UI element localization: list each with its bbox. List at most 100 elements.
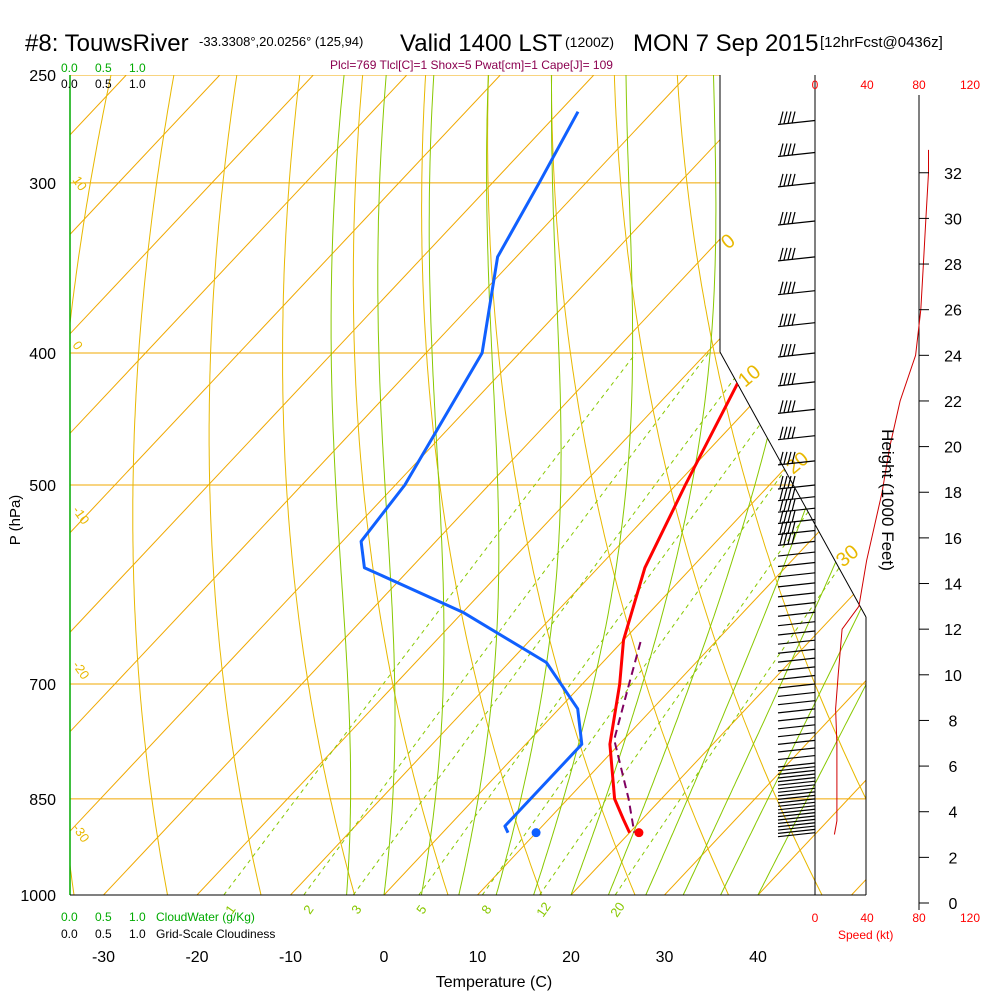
wind-barb	[777, 666, 816, 672]
wind-barb	[777, 540, 816, 546]
top-cloudwater-tick: 1.0	[129, 61, 146, 75]
wind-barb	[777, 801, 816, 807]
wind-barb-flag	[783, 426, 788, 439]
dry-adiabat-line	[421, 75, 542, 895]
height-axis-title: Height (1000 Feet)	[878, 429, 897, 571]
wind-barb	[777, 582, 816, 588]
wind-barb	[777, 518, 816, 525]
height-tick-label: 12	[944, 622, 962, 639]
wind-barb	[777, 805, 816, 811]
wind-barb-flag	[791, 400, 796, 413]
wind-barb-flag	[779, 426, 784, 439]
wind-barb-flag	[791, 487, 796, 500]
speed-tick-bottom: 120	[960, 911, 980, 925]
wind-barb-flag	[779, 313, 784, 326]
wind-barb	[777, 496, 816, 502]
height-tick-label: 8	[949, 713, 958, 730]
wind-barb	[777, 784, 816, 790]
bottom-cloudwater-tick: 0.5	[95, 910, 112, 924]
wind-barb	[777, 572, 816, 578]
dry-adiabat-line	[550, 75, 729, 895]
wind-barb-flag	[787, 173, 792, 186]
wind-barb-flag	[787, 521, 792, 534]
wind-barb	[777, 777, 816, 783]
wind-barb-flag	[791, 372, 796, 386]
wind-barb-flag	[783, 211, 788, 225]
wind-barb-flag	[791, 521, 796, 534]
wind-barb	[777, 812, 816, 818]
wind-barb	[777, 739, 816, 745]
isotherm-line	[70, 75, 501, 895]
pressure-tick-label: 400	[29, 346, 56, 363]
wind-barb-flag	[787, 475, 792, 489]
wind-barb-flag	[791, 475, 796, 489]
wind-barb-flag	[779, 451, 784, 464]
wind-barb	[777, 780, 816, 786]
height-tick-label: 22	[944, 394, 962, 411]
wind-barb	[777, 119, 816, 126]
wind-barb-flag	[787, 143, 792, 156]
moist-adiabat-label: 30	[832, 541, 863, 572]
height-tick-label: 16	[944, 531, 962, 548]
wind-barb	[777, 507, 816, 513]
speed-tick-bottom: 40	[860, 911, 874, 925]
bottom-cloudiness-tick: 1.0	[129, 927, 146, 941]
mixing-ratio-line	[539, 352, 866, 895]
dry-adiabat-label: -20	[70, 658, 93, 682]
moist-adiabat-label: 10	[734, 361, 765, 392]
wind-barb-flag	[779, 372, 784, 386]
wind-barb-flag	[779, 111, 784, 124]
wind-barb	[777, 708, 816, 714]
height-tick-label: 20	[944, 440, 962, 457]
dry-adiabat-line	[929, 75, 1000, 895]
temperature-tick-label: 40	[749, 949, 767, 966]
wind-barb-flag	[783, 499, 788, 512]
wind-barb-flag	[783, 173, 788, 186]
speed-tick-top: 120	[960, 78, 980, 92]
mixing-ratio-line	[223, 352, 637, 895]
wind-barb	[777, 825, 816, 831]
wind-barb	[777, 716, 816, 722]
height-tick-label: 26	[944, 303, 962, 320]
temperature-tick-label: 20	[562, 949, 580, 966]
wind-barb-flag	[787, 313, 792, 326]
mixing-ratio-line	[614, 352, 866, 895]
surface-dewpoint-dot	[531, 828, 541, 838]
forecast-label: [12hrFcst@0436z]	[820, 34, 943, 51]
mixing-ratio-label: 8	[478, 902, 494, 917]
dry-adiabat-line	[676, 75, 866, 895]
moist-adiabat-line	[757, 75, 866, 895]
dry-adiabat-label: -10	[70, 503, 93, 527]
wind-barb-flag	[779, 143, 784, 156]
wind-barb-flag	[779, 400, 784, 413]
station-coords: -33.3308°,20.0256° (125,94)	[199, 34, 364, 49]
sounding-lines	[359, 110, 851, 838]
wind-barb-flag	[791, 343, 796, 357]
wind-barb	[777, 766, 816, 772]
wind-barb-flag	[783, 510, 788, 523]
wind-barb-flag	[779, 499, 784, 512]
pressure-tick-label: 250	[29, 68, 56, 85]
wind-barb	[777, 561, 816, 568]
wind-barb	[777, 791, 816, 797]
height-tick-label: 0	[949, 896, 958, 913]
isotherm-line	[70, 75, 314, 895]
wind-barb	[777, 754, 816, 761]
y-axis-title: P (hPa)	[7, 495, 24, 546]
height-tick-label: 24	[944, 348, 962, 365]
wind-barb	[777, 808, 816, 814]
wind-barb-flag	[787, 247, 792, 261]
isotherm-line	[70, 75, 688, 895]
wind-barb-flag	[787, 451, 792, 464]
pressure-tick-label: 500	[29, 478, 56, 495]
parcel-params: Plcl=769 Tlcl[C]=1 Shox=5 Pwat[cm]=1 Cap…	[330, 58, 613, 72]
isotherm-line	[290, 75, 866, 895]
cloudiness-label: Grid-Scale Cloudiness	[156, 927, 275, 941]
isotherm-line	[70, 75, 595, 895]
wind-barb	[777, 794, 816, 800]
wind-barb	[777, 408, 816, 414]
wind-barb-flag	[783, 247, 788, 261]
wind-barb-flag	[779, 510, 784, 523]
top-cloudiness-tick: 0.0	[61, 77, 78, 91]
wind-barb	[777, 818, 816, 824]
